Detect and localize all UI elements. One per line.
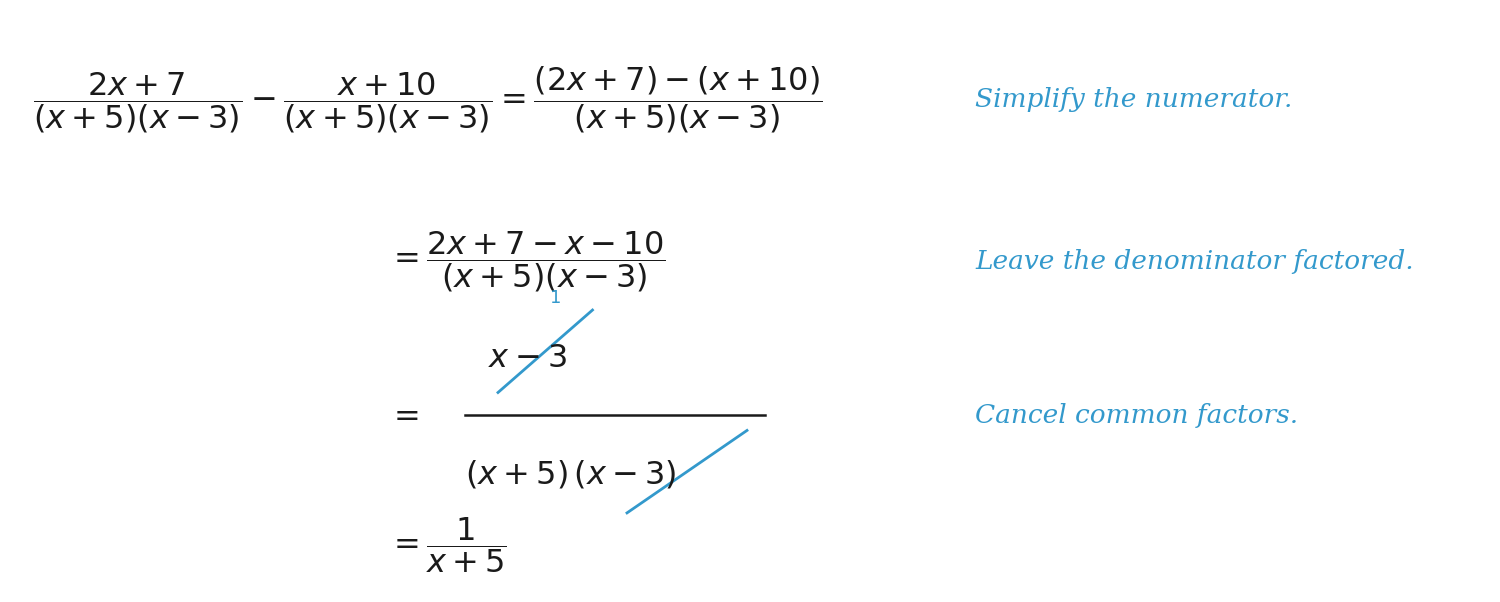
Text: $=\dfrac{1}{x+5}$: $=\dfrac{1}{x+5}$ xyxy=(387,515,507,575)
Text: $\dfrac{2x+7}{(x+5)(x-3)}-\dfrac{x+10}{(x+5)(x-3)}=\dfrac{(2x+7)-(x+10)}{(x+5)(x: $\dfrac{2x+7}{(x+5)(x-3)}-\dfrac{x+10}{(… xyxy=(33,64,824,135)
Text: Leave the denominator factored.: Leave the denominator factored. xyxy=(975,249,1413,275)
Text: Cancel common factors.: Cancel common factors. xyxy=(975,403,1298,428)
Text: $1$: $1$ xyxy=(549,289,561,307)
Text: Simplify the numerator.: Simplify the numerator. xyxy=(975,87,1293,112)
Text: $x-3$: $x-3$ xyxy=(488,343,567,374)
Text: $=\dfrac{2x+7-x-10}{(x+5)(x-3)}$: $=\dfrac{2x+7-x-10}{(x+5)(x-3)}$ xyxy=(387,229,666,294)
Text: $=$: $=$ xyxy=(387,400,418,431)
Text: $(x+5)\,(x-3)$: $(x+5)\,(x-3)$ xyxy=(465,458,676,491)
